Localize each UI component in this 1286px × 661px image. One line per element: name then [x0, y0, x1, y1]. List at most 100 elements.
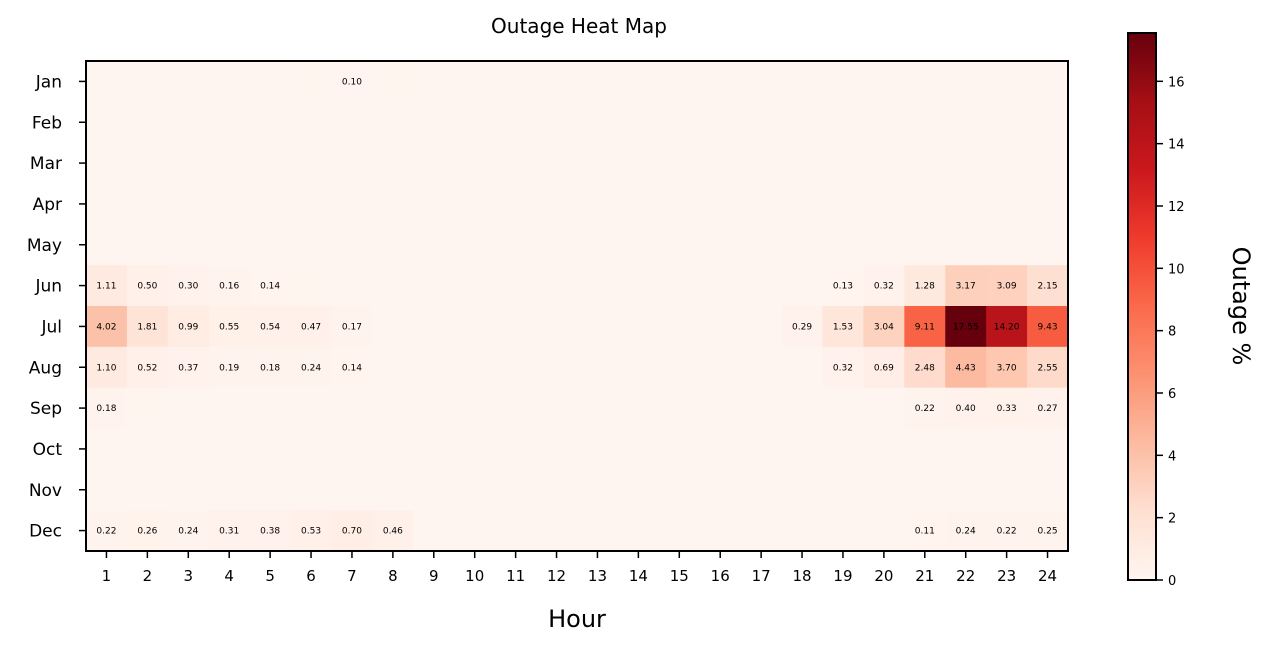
heatmap-cell: [1027, 428, 1069, 470]
cell-value-label: 0.46: [383, 527, 403, 537]
heatmap-cell: [86, 306, 128, 348]
heatmap-cell: [822, 306, 864, 348]
x-tick-label: 14: [629, 567, 648, 585]
cell-value-label: 0.18: [96, 404, 116, 414]
heatmap-cell: [945, 428, 987, 470]
colorbar: [1127, 32, 1157, 581]
heatmap-cell: [249, 101, 292, 144]
y-tick-label: Jul: [40, 317, 62, 337]
heatmap-cell: [495, 346, 537, 389]
heatmap-cell: [904, 183, 946, 225]
heatmap-cell: [699, 224, 742, 266]
heatmap-cell: [536, 469, 578, 511]
chart-title: Outage Heat Map: [491, 14, 667, 38]
heatmap-cell: [1027, 183, 1069, 225]
heatmap-cell: [249, 387, 292, 429]
heatmap-cell: [577, 306, 619, 348]
y-tick-label: Oct: [33, 440, 63, 460]
heatmap-cell: [413, 346, 455, 389]
heatmap-cell: [658, 142, 701, 184]
heatmap-cell: [290, 183, 332, 225]
colorbar-tick-label: 8: [1168, 325, 1176, 340]
heatmap-cell: [495, 183, 537, 225]
heatmap-cell: [863, 387, 905, 429]
heatmap-cell: [413, 142, 455, 184]
heatmap-cell: [126, 428, 169, 470]
heatmap-cell: [945, 387, 987, 429]
heatmap-cell: [413, 428, 455, 470]
heatmap-cell: [781, 101, 823, 144]
heatmap-cell: [86, 428, 128, 470]
x-tick-label: 13: [588, 567, 607, 585]
cell-value-label: 1.28: [915, 282, 935, 292]
heatmap-cell: [740, 183, 783, 225]
cell-value-label: 0.55: [219, 322, 239, 332]
heatmap-cell: [740, 387, 783, 429]
heatmap-cell: [208, 265, 251, 307]
heatmap-cell: [699, 142, 742, 184]
cell-value-label: 0.22: [915, 404, 935, 414]
heatmap-cell: [372, 510, 414, 552]
heatmap-cell: [290, 469, 332, 511]
heatmap-cell: [331, 61, 373, 103]
heatmap-cell: [86, 265, 128, 307]
heatmap-cell: [495, 387, 537, 429]
heatmap-cell: [822, 142, 864, 184]
heatmap-cell: [208, 306, 251, 348]
colorbar-tick-label: 10: [1168, 262, 1185, 277]
heatmap-cell: [699, 346, 742, 389]
heatmap-cell: [617, 346, 660, 389]
heatmap-cell: [372, 306, 414, 348]
heatmap-cell: [986, 428, 1028, 470]
y-tick-label: Feb: [32, 113, 62, 133]
cell-value-label: 0.24: [956, 527, 976, 537]
heatmap-cell: [413, 265, 455, 307]
heatmap-cell: [495, 469, 537, 511]
heatmap-cell: [617, 183, 660, 225]
heatmap-cell: [372, 183, 414, 225]
cell-value-label: 0.24: [301, 363, 321, 373]
heatmap-cell: [1027, 510, 1069, 552]
heatmap-cell: [86, 510, 128, 552]
heatmap-cell: [863, 510, 905, 552]
x-tick-label: 8: [388, 567, 398, 585]
x-tick-label: 21: [915, 567, 934, 585]
cell-value-label: 9.11: [915, 322, 935, 332]
heatmap-cell: [658, 469, 701, 511]
heatmap-cell: [249, 428, 292, 470]
x-tick-label: 9: [429, 567, 439, 585]
heatmap-cell: [781, 346, 823, 389]
cell-value-label: 0.38: [260, 527, 280, 537]
heatmap-cell: [781, 142, 823, 184]
heatmap-cell: [617, 387, 660, 429]
heatmap-cell: [781, 183, 823, 225]
heatmap-cell: [372, 469, 414, 511]
heatmap-cell: [454, 510, 496, 552]
heatmap-cell: [126, 101, 169, 144]
cell-value-label: 0.47: [301, 322, 321, 332]
heatmap-cell: [658, 346, 701, 389]
heatmap-cell: [167, 101, 210, 144]
heatmap-cell: [658, 265, 701, 307]
heatmap-cell: [454, 387, 496, 429]
heatmap-cell: [290, 61, 332, 103]
heatmap-cells: [86, 61, 1069, 552]
heatmap-cell: [495, 306, 537, 348]
heatmap-cell: [904, 142, 946, 184]
heatmap-cell: [208, 469, 251, 511]
y-tick-label: Jan: [35, 72, 62, 92]
heatmap-cell: [986, 306, 1028, 348]
heatmap-cell: [577, 224, 619, 266]
heatmap-cell: [454, 265, 496, 307]
cell-value-label: 14.20: [994, 322, 1020, 332]
cell-value-label: 0.70: [342, 527, 362, 537]
heatmap-cell: [617, 306, 660, 348]
heatmap-cell: [495, 61, 537, 103]
x-axis-label: Hour: [548, 605, 606, 633]
heatmap-cell: [986, 101, 1028, 144]
heatmap-cell: [536, 142, 578, 184]
heatmap-cell: [740, 510, 783, 552]
heatmap-cell: [658, 183, 701, 225]
cell-value-label: 9.43: [1038, 322, 1058, 332]
